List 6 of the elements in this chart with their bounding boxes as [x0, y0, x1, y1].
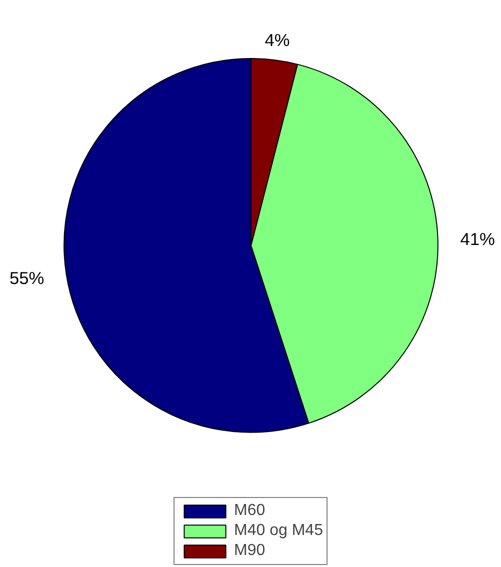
- data-label: 55%: [10, 268, 44, 288]
- legend-label: M40 og M45: [234, 522, 323, 540]
- legend-label: M90: [234, 542, 266, 560]
- data-label: 41%: [460, 228, 495, 249]
- data-label: 4%: [264, 30, 290, 50]
- legend-label: M60: [234, 502, 266, 520]
